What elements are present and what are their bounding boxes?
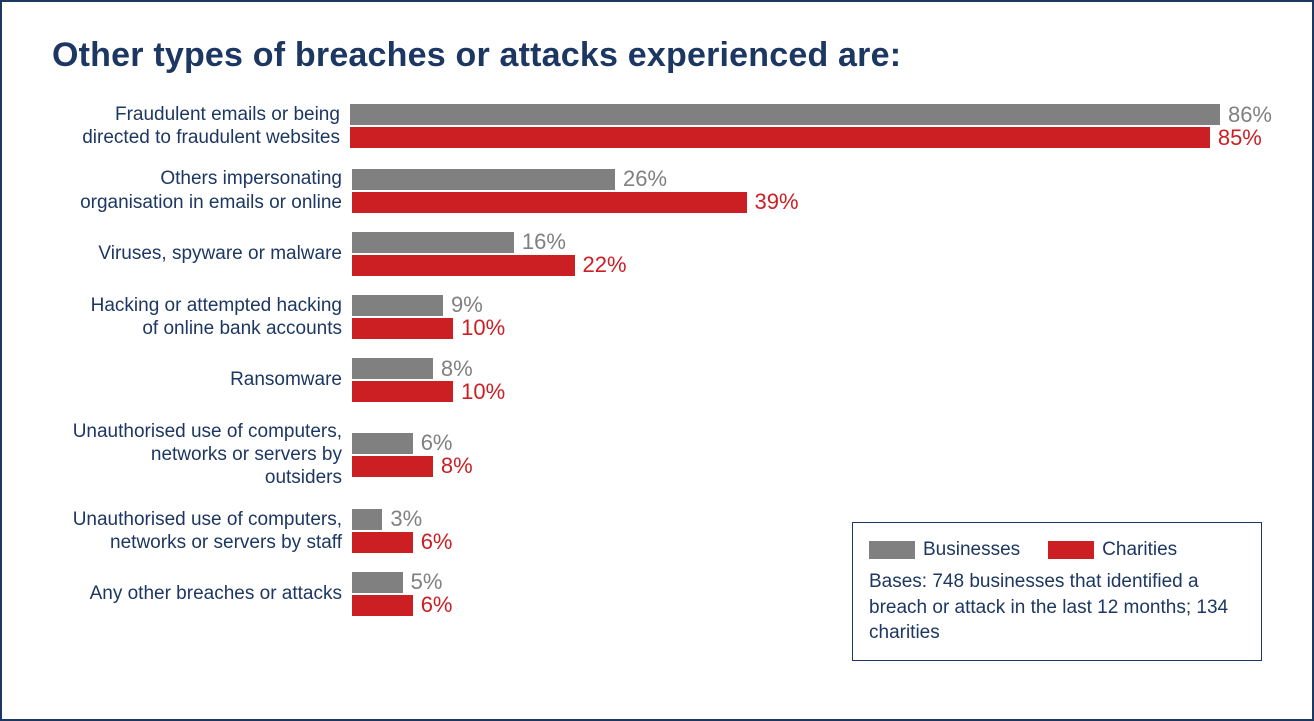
bar-line-businesses: 6% xyxy=(352,433,1272,454)
bar-charities xyxy=(352,381,453,402)
bar-charities xyxy=(352,532,413,553)
bar-value-charities: 6% xyxy=(421,529,453,555)
bar-line-businesses: 86% xyxy=(350,104,1272,125)
bar-businesses xyxy=(352,232,514,253)
chart-row: Others impersonating organisation in ema… xyxy=(72,167,1272,213)
chart-row: Viruses, spyware or malware 16% 22% xyxy=(72,232,1272,276)
category-label: Fraudulent emails or being directed to f… xyxy=(72,103,350,149)
bar-line-charities: 8% xyxy=(352,456,1272,477)
bar-line-charities: 85% xyxy=(350,127,1272,148)
chart-row: Ransomware8%10% xyxy=(72,358,1272,402)
bar-businesses xyxy=(350,104,1220,125)
bar-charities xyxy=(350,127,1210,148)
bar-businesses xyxy=(352,169,615,190)
bar-businesses xyxy=(352,509,382,530)
bar-businesses xyxy=(352,358,433,379)
chart-row: Hacking or attempted hacking of online b… xyxy=(72,294,1272,340)
chart-title: Other types of breaches or attacks exper… xyxy=(52,36,1272,75)
bar-value-charities: 10% xyxy=(461,379,505,405)
legend-item-businesses: Businesses xyxy=(869,537,1020,563)
legend-item-charities: Charities xyxy=(1048,537,1177,563)
bar-charities xyxy=(352,318,453,339)
bar-line-charities: 22% xyxy=(352,255,1272,276)
bar-businesses xyxy=(352,433,413,454)
bar-line-businesses: 26% xyxy=(352,169,1272,190)
category-label: Ransomware xyxy=(72,368,352,391)
legend-label-businesses: Businesses xyxy=(923,537,1020,563)
bar-charities xyxy=(352,255,575,276)
bars-group: 26% 39% xyxy=(352,169,1272,213)
bar-value-businesses: 26% xyxy=(623,166,667,192)
bar-charities xyxy=(352,595,413,616)
bar-line-businesses: 9% xyxy=(352,295,1272,316)
category-label: Any other breaches or attacks xyxy=(72,582,352,605)
category-label: Unauthorised use of computers, networks … xyxy=(72,420,352,490)
legend-swatches: Businesses Charities xyxy=(869,537,1245,563)
bar-line-charities: 10% xyxy=(352,318,1272,339)
legend-swatch-charities xyxy=(1048,541,1094,559)
bar-value-businesses: 3% xyxy=(390,506,422,532)
bar-value-charities: 39% xyxy=(755,189,799,215)
bar-value-charities: 8% xyxy=(441,453,473,479)
chart-row: Unauthorised use of computers, networks … xyxy=(72,420,1272,490)
bar-charities xyxy=(352,456,433,477)
bars-group: 6%8% xyxy=(352,433,1272,477)
legend-bases-text: Bases: 748 businesses that identified a … xyxy=(869,569,1245,646)
bar-businesses xyxy=(352,572,403,593)
bar-value-businesses: 16% xyxy=(522,229,566,255)
bar-line-charities: 39% xyxy=(352,192,1272,213)
category-label: Hacking or attempted hacking of online b… xyxy=(72,294,352,340)
bars-group: 9%10% xyxy=(352,295,1272,339)
bar-value-charities: 22% xyxy=(583,252,627,278)
legend-swatch-businesses xyxy=(869,541,915,559)
bars-group: 86%85% xyxy=(350,104,1272,148)
bar-value-charities: 6% xyxy=(421,592,453,618)
legend-label-charities: Charities xyxy=(1102,537,1177,563)
bars-group: 8%10% xyxy=(352,358,1272,402)
bar-businesses xyxy=(352,295,443,316)
chart-frame: Other types of breaches or attacks exper… xyxy=(0,0,1314,721)
legend-box: Businesses Charities Bases: 748 business… xyxy=(852,522,1262,661)
bar-line-charities: 10% xyxy=(352,381,1272,402)
bar-value-charities: 85% xyxy=(1218,125,1262,151)
category-label: Viruses, spyware or malware xyxy=(72,242,352,265)
category-label: Others impersonating organisation in ema… xyxy=(72,167,352,213)
bars-group: 16% 22% xyxy=(352,232,1272,276)
chart-row: Fraudulent emails or being directed to f… xyxy=(72,103,1272,149)
bar-value-charities: 10% xyxy=(461,315,505,341)
bar-line-businesses: 16% xyxy=(352,232,1272,253)
bar-charities xyxy=(352,192,747,213)
category-label: Unauthorised use of computers, networks … xyxy=(72,508,352,554)
bar-line-businesses: 8% xyxy=(352,358,1272,379)
